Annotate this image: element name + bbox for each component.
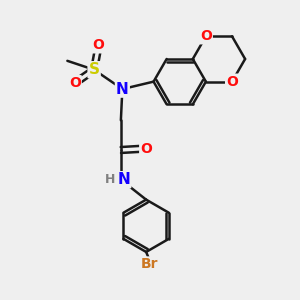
Text: S: S <box>88 62 100 77</box>
Text: O: O <box>200 29 212 43</box>
Text: H: H <box>104 173 115 186</box>
Text: N: N <box>116 82 129 97</box>
Text: Br: Br <box>140 257 158 272</box>
Text: O: O <box>140 142 152 155</box>
Text: O: O <box>93 38 104 52</box>
Text: O: O <box>69 76 81 90</box>
Text: O: O <box>226 75 238 88</box>
Text: N: N <box>118 172 130 187</box>
